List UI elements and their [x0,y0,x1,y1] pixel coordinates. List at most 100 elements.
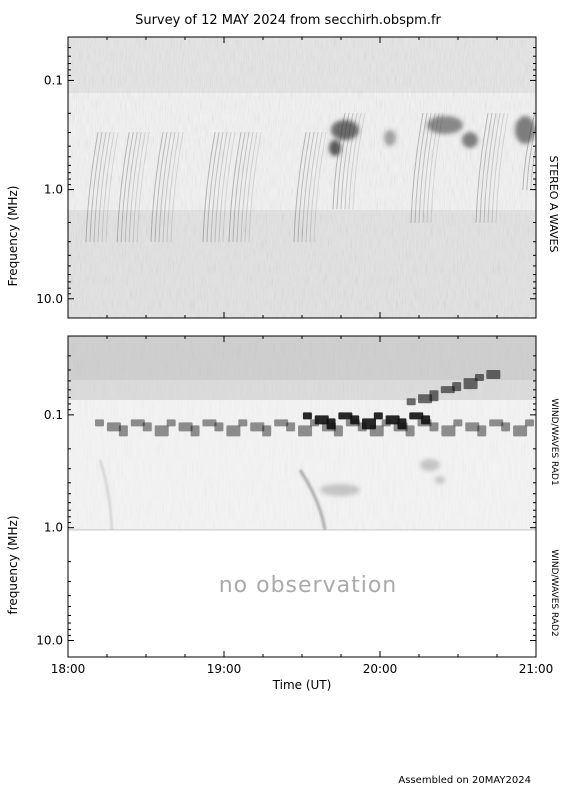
burst-trace [150,132,164,243]
burst-trace [136,132,150,243]
assembled-note: Assembled on 20MAY2024 [398,775,531,786]
wind-ylabel: frequency (MHz) [6,515,20,614]
ytick-label: 1.0 [44,521,63,535]
burst-trace [414,112,428,223]
burst-trace [206,132,220,243]
burst-blob [489,419,504,427]
burst-blob [262,425,272,437]
burst-blob [405,425,415,437]
burst-trace [352,112,366,210]
burst-blob [94,419,104,427]
burst-blob [373,412,383,420]
burst-blob [178,422,193,432]
burst-trace [293,132,307,243]
burst-trace [228,132,242,243]
burst-blob [397,418,407,430]
xtick-label: 18:00 [51,662,86,676]
burst-blob [465,422,480,432]
burst-trace [154,132,168,243]
burst-blob [474,374,484,382]
burst-trace [124,132,138,243]
stereo-a-spectrogram [68,37,536,318]
burst-trace [232,132,246,243]
burst-trace [305,132,319,243]
burst-blob [501,422,511,432]
xtick-label: 20:00 [363,662,398,676]
burst-blob [302,412,312,420]
burst-trace [222,132,236,243]
burst-trace [475,112,489,223]
wind-rad2-empty [68,530,536,657]
burst-blob [314,415,329,425]
wind-panel: no observation frequency (MHz) WIND/WAVE… [6,335,559,658]
stereo-a-panel: Frequency (MHz) STEREO A WAVES 0.1 1.0 10.… [6,36,560,319]
wind-rad2-instrument-label: WIND/WAVES RAD2 [549,549,559,636]
burst-trace [93,132,107,243]
burst-trace [202,132,216,243]
burst-blob [441,425,456,437]
burst-trace [120,132,134,243]
burst-blob [326,418,336,430]
burst-trace [85,132,99,243]
burst-blob [513,425,528,437]
burst-trace [236,132,250,243]
burst-blob [486,370,501,380]
chart-title: Survey of 12 MAY 2024 from secchirh.obsp… [135,13,441,28]
burst-trace [89,132,103,243]
stereo-a-instrument-label: STEREO A WAVES [547,156,560,253]
stereo-a-ylabel: Frequency (MHz) [6,186,20,287]
burst-trace [530,141,536,191]
burst-blob [238,419,248,427]
burst-blob [250,422,265,432]
burst-blob [298,425,313,437]
burst-blob [142,422,152,432]
burst-trace [210,132,224,243]
burst-blob [214,422,224,432]
burst-trace [240,132,254,243]
ytick-label: 10.0 [36,634,63,648]
burst-blob [418,394,433,404]
burst-trace [166,132,180,243]
ytick-label: 10.0 [36,292,63,306]
burst-blob [409,412,424,420]
burst-blob [130,419,145,427]
burst-trace [483,112,497,223]
x-axis-label: Time (UT) [272,678,332,692]
burst-trace [348,112,362,210]
burst-blob [154,425,169,437]
burst-blob [338,412,353,420]
burst-trace [248,132,262,243]
burst-blob [350,415,360,425]
no-observation-label: no observation [219,573,398,598]
burst-trace [116,132,130,243]
burst-blob [226,425,241,437]
burst-trace [97,132,111,243]
wind-rad1-instrument-label: WIND/WAVES RAD1 [549,398,559,485]
burst-blob [286,422,296,432]
burst-blob [333,425,343,437]
burst-trace [170,132,184,243]
burst-blob [166,419,176,427]
ytick-label: 0.1 [44,408,63,422]
burst-trace [491,112,505,223]
burst-blob [406,398,416,406]
burst-trace [344,112,358,210]
burst-blob [274,419,289,427]
burst-trace [128,132,142,243]
burst-blob [477,425,487,437]
ytick-label: 1.0 [44,183,63,197]
burst-blob [106,422,121,432]
xtick-label: 19:00 [207,662,242,676]
burst-blob [202,419,217,427]
burst-trace [479,112,493,223]
burst-trace [162,132,176,243]
burst-trace [218,132,232,243]
burst-trace [309,132,323,243]
wind-rad1-spectrogram [68,336,536,530]
burst-trace [534,168,536,191]
burst-trace [526,122,536,191]
wind-yticks: 0.1 1.0 10.0 [36,335,536,648]
burst-blob [429,390,439,402]
burst-blob [453,419,463,427]
